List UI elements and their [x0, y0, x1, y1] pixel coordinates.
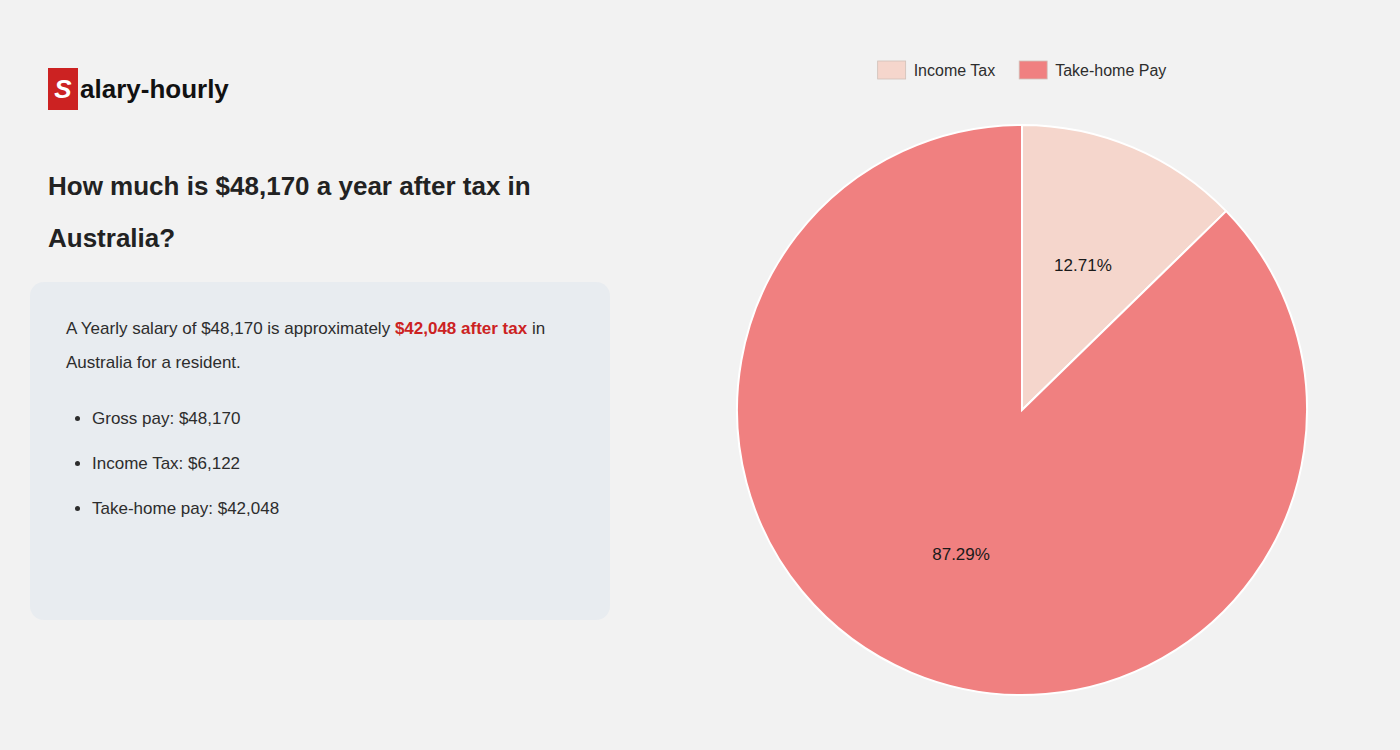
pie — [737, 125, 1307, 695]
legend-item: Income Tax — [878, 61, 996, 79]
data-labels: 12.71% 87.29% — [932, 256, 1112, 564]
data-label: 12.71% — [1054, 256, 1112, 275]
summary-line: A Yearly salary of $48,170 is approximat… — [66, 316, 574, 342]
logo: Salary-hourly — [48, 68, 229, 110]
legend: Income Tax Take-home Pay — [878, 61, 1167, 79]
summary-text: Australia for a resident. — [66, 353, 241, 372]
note: Take-home pay: $42,048 — [92, 496, 574, 522]
title: How much is $48,170 a year after tax in … — [48, 160, 618, 264]
summary-highlight: $42,048 after tax — [395, 319, 527, 338]
info-box: A Yearly salary of $48,170 is approximat… — [30, 282, 610, 620]
logo-mark: S — [48, 68, 78, 110]
note: Gross pay: $48,170 — [92, 406, 574, 432]
summary-line: Australia for a resident. — [66, 350, 574, 376]
pie-panel: 12.71% 87.29% Income Tax Take-home Pay — [644, 0, 1400, 750]
legend-swatch — [878, 61, 906, 79]
note: Income Tax: $6,122 — [92, 451, 574, 477]
legend-swatch — [1019, 61, 1047, 79]
legend-label: Take-home Pay — [1055, 62, 1166, 79]
data-label: 87.29% — [932, 545, 990, 564]
summary-text: in — [527, 319, 545, 338]
text-panel: Salary-hourly How much is $48,170 a year … — [0, 0, 644, 750]
pie-slice — [737, 125, 1307, 695]
legend-item: Take-home Pay — [1019, 61, 1166, 79]
logo-text: alary-hourly — [80, 74, 229, 105]
notes: Gross pay: $48,170 Income Tax: $6,122 Take… — [66, 406, 574, 522]
legend-label: Income Tax — [914, 62, 996, 79]
summary-text: A Yearly salary of $48,170 is approximat… — [66, 319, 395, 338]
